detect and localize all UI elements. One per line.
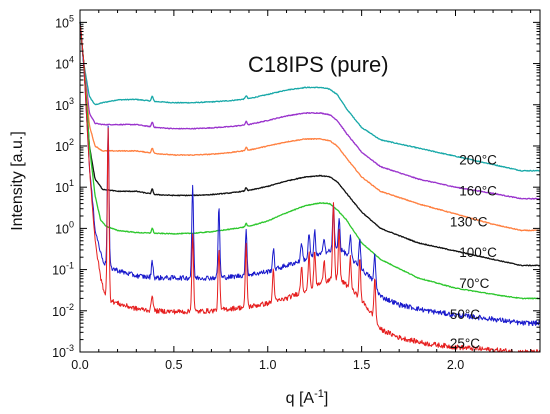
x-axis-title-close: ] [324,390,328,407]
series-label-5: 50°C [450,307,480,322]
x-tick-label-3: 1.5 [353,358,370,372]
x-tick-label-0: 0.0 [71,358,88,372]
series-labels: 200°C 160°C 130°C 100°C 70°C 50°C 25°C [450,153,497,351]
y-tick-label-1: 10-2 [52,302,74,319]
series-layer [79,20,541,353]
y-tick-label-4: 101 [55,178,74,195]
y-axis-ticks: 10-3 10-2 10-1 100 101 102 103 104 105 [52,13,540,360]
x-axis-title-main: q [A [286,390,315,407]
y-tick-label-7: 104 [55,55,74,72]
y-tick-label-6: 103 [55,96,74,113]
series-line-1 [79,22,541,200]
series-line-3 [79,21,540,267]
series-line-2 [79,22,540,232]
plot-frame [79,9,541,353]
series-label-6: 25°C [450,336,480,351]
x-tick-label-2: 1.0 [259,358,276,372]
y-tick-label-5: 102 [55,137,74,154]
series-line-6 [79,24,541,353]
y-tick-label-0: 10-3 [52,343,74,360]
series-line-5 [79,20,541,327]
y-axis-title: Intensity [a.u.] [9,131,26,231]
x-tick-label-4: 2.0 [447,358,464,372]
chart-title: C18IPS (pure) [248,52,389,77]
series-label-4: 70°C [459,276,489,291]
y-tick-label-8: 105 [55,13,74,30]
x-tick-label-1: 0.5 [165,358,182,372]
x-axis-title-exponent: -1 [314,388,324,400]
series-label-0: 200°C [459,153,497,168]
x-axis-ticks: 0.0 0.5 1.0 1.5 2.0 [71,10,532,372]
series-label-2: 130°C [450,214,488,229]
series-label-1: 160°C [459,183,497,198]
x-axis-title: q [A-1] [286,388,329,407]
y-tick-label-2: 10-1 [52,261,74,278]
series-line-0 [79,22,540,172]
y-tick-label-3: 100 [55,219,74,236]
series-label-3: 100°C [459,245,497,260]
series-line-4 [79,22,540,300]
